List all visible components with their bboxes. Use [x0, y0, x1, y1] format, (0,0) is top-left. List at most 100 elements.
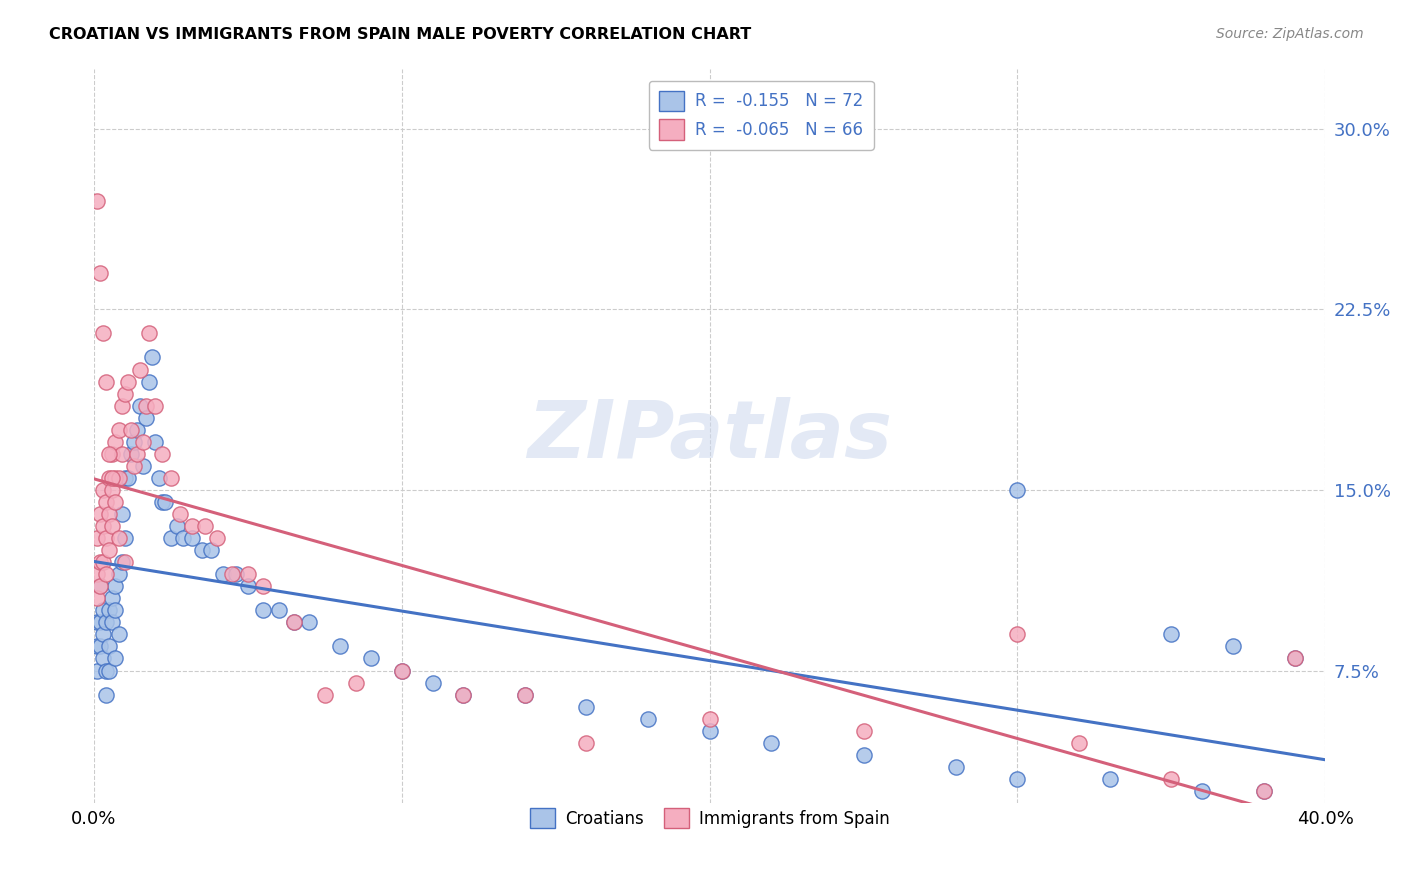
Point	[391, 664, 413, 678]
Point	[138, 326, 160, 341]
Point	[89, 615, 111, 630]
Point	[212, 567, 235, 582]
Point	[91, 651, 114, 665]
Point	[98, 640, 121, 654]
Point	[129, 362, 152, 376]
Point	[98, 447, 121, 461]
Point	[135, 399, 157, 413]
Point	[104, 651, 127, 665]
Point	[122, 434, 145, 449]
Point	[122, 458, 145, 473]
Point	[86, 591, 108, 606]
Point	[98, 471, 121, 485]
Point	[314, 688, 336, 702]
Point	[453, 688, 475, 702]
Point	[637, 712, 659, 726]
Point	[98, 664, 121, 678]
Point	[101, 483, 124, 497]
Point	[166, 519, 188, 533]
Point	[298, 615, 321, 630]
Point	[107, 567, 129, 582]
Point	[96, 664, 118, 678]
Point	[125, 447, 148, 461]
Point	[360, 651, 382, 665]
Point	[1160, 627, 1182, 641]
Point	[101, 471, 124, 485]
Point	[91, 519, 114, 533]
Point	[1284, 651, 1306, 665]
Point	[138, 375, 160, 389]
Legend: Croatians, Immigrants from Spain: Croatians, Immigrants from Spain	[523, 801, 896, 835]
Point	[107, 423, 129, 437]
Point	[150, 447, 173, 461]
Point	[107, 627, 129, 641]
Point	[117, 375, 139, 389]
Point	[107, 531, 129, 545]
Point	[283, 615, 305, 630]
Point	[111, 399, 134, 413]
Point	[91, 627, 114, 641]
Point	[89, 579, 111, 593]
Point	[96, 688, 118, 702]
Point	[91, 603, 114, 617]
Point	[107, 471, 129, 485]
Point	[205, 531, 228, 545]
Point	[699, 712, 721, 726]
Point	[422, 675, 444, 690]
Point	[575, 699, 598, 714]
Point	[221, 567, 243, 582]
Point	[148, 471, 170, 485]
Point	[114, 386, 136, 401]
Point	[236, 567, 259, 582]
Point	[91, 555, 114, 569]
Point	[135, 410, 157, 425]
Point	[96, 531, 118, 545]
Point	[101, 591, 124, 606]
Point	[86, 640, 108, 654]
Point	[852, 747, 875, 762]
Point	[1007, 483, 1029, 497]
Point	[759, 736, 782, 750]
Point	[104, 471, 127, 485]
Point	[101, 615, 124, 630]
Point	[98, 507, 121, 521]
Point	[1067, 736, 1090, 750]
Point	[91, 326, 114, 341]
Point	[111, 507, 134, 521]
Point	[344, 675, 367, 690]
Point	[114, 531, 136, 545]
Point	[96, 567, 118, 582]
Point	[96, 495, 118, 509]
Point	[91, 483, 114, 497]
Point	[117, 471, 139, 485]
Text: CROATIAN VS IMMIGRANTS FROM SPAIN MALE POVERTY CORRELATION CHART: CROATIAN VS IMMIGRANTS FROM SPAIN MALE P…	[49, 27, 751, 42]
Point	[153, 495, 176, 509]
Point	[98, 603, 121, 617]
Point	[283, 615, 305, 630]
Point	[194, 519, 217, 533]
Point	[86, 615, 108, 630]
Point	[104, 495, 127, 509]
Point	[1253, 784, 1275, 798]
Text: ZIPatlas: ZIPatlas	[527, 397, 893, 475]
Point	[1253, 784, 1275, 798]
Point	[169, 507, 191, 521]
Point	[101, 447, 124, 461]
Point	[104, 434, 127, 449]
Point	[129, 399, 152, 413]
Point	[89, 266, 111, 280]
Point	[132, 458, 155, 473]
Point	[453, 688, 475, 702]
Point	[181, 531, 204, 545]
Point	[1007, 772, 1029, 786]
Point	[132, 434, 155, 449]
Text: Source: ZipAtlas.com: Source: ZipAtlas.com	[1216, 27, 1364, 41]
Point	[89, 507, 111, 521]
Point	[1098, 772, 1121, 786]
Point	[104, 603, 127, 617]
Point	[114, 471, 136, 485]
Point	[236, 579, 259, 593]
Point	[1284, 651, 1306, 665]
Point	[329, 640, 352, 654]
Point	[96, 375, 118, 389]
